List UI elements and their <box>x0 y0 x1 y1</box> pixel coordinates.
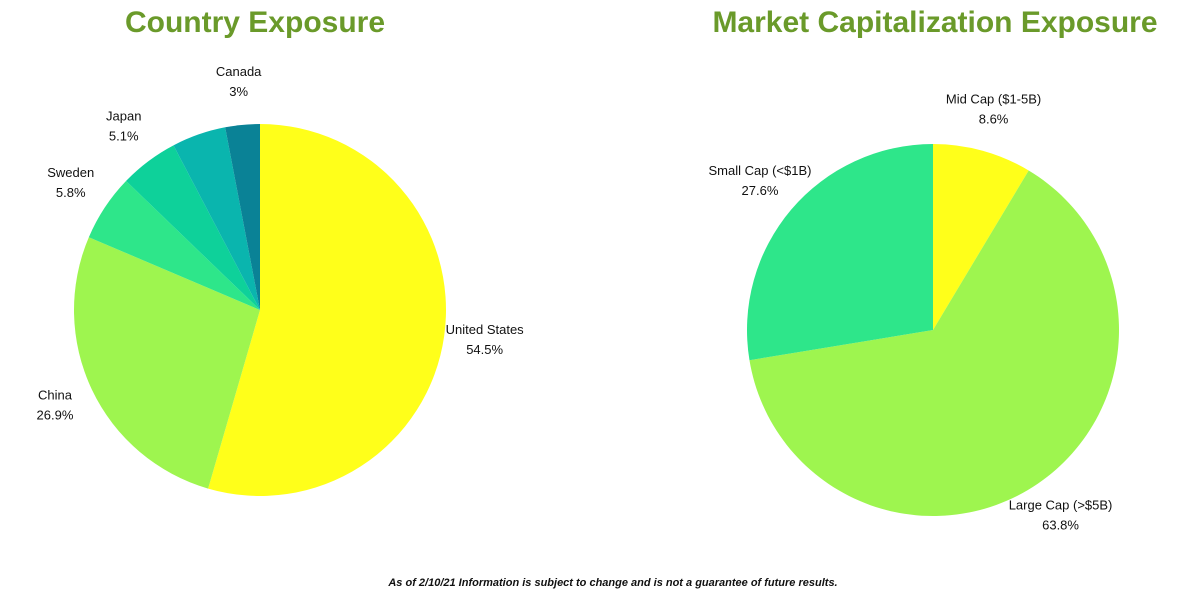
slice-category: Japan <box>106 109 141 124</box>
pie-slice <box>749 170 1120 517</box>
pie-slice <box>74 237 260 489</box>
pie-slice <box>225 124 260 310</box>
slice-value: 3% <box>229 84 248 99</box>
slice-value: 54.5% <box>466 342 503 357</box>
slice-value: 8.6% <box>979 111 1009 126</box>
pie-slice <box>747 144 933 361</box>
slice-value: 5.8% <box>56 185 86 200</box>
footnote: As of 2/10/21 Information is subject to … <box>387 577 837 589</box>
slice-label: Canada 3% <box>216 64 262 99</box>
slice-label: Large Cap (>$5B) 63.8% <box>1009 498 1113 533</box>
pie-slice <box>88 180 260 310</box>
slice-label: Sweden 5.8% <box>47 165 94 200</box>
slice-value: 5.1% <box>109 129 139 144</box>
slice-category: Canada <box>216 64 262 79</box>
slice-value: 26.9% <box>37 407 74 422</box>
slice-label: China 26.9% <box>37 387 74 422</box>
slice-value: 27.6% <box>742 183 779 198</box>
slice-category: Sweden <box>47 165 94 180</box>
pie-slice <box>933 144 1029 330</box>
slice-label: United States 54.5% <box>446 322 525 357</box>
pie-slice <box>126 145 260 310</box>
slice-label: Japan 5.1% <box>106 109 141 144</box>
slice-category: United States <box>446 322 525 337</box>
slice-label: Mid Cap ($1-5B) 8.6% <box>946 91 1041 126</box>
chart-title: Country Exposure <box>125 6 385 39</box>
slice-label: Small Cap (<$1B) 27.6% <box>709 163 812 198</box>
slice-category: Large Cap (>$5B) <box>1009 498 1113 513</box>
slice-value: 63.8% <box>1042 518 1079 533</box>
slice-category: Small Cap (<$1B) <box>709 163 812 178</box>
chart-title: Market Capitalization Exposure <box>712 6 1157 39</box>
slice-category: Mid Cap ($1-5B) <box>946 91 1041 106</box>
pie-slice <box>208 124 447 497</box>
pie-slice <box>173 127 260 310</box>
slice-category: China <box>38 387 73 402</box>
